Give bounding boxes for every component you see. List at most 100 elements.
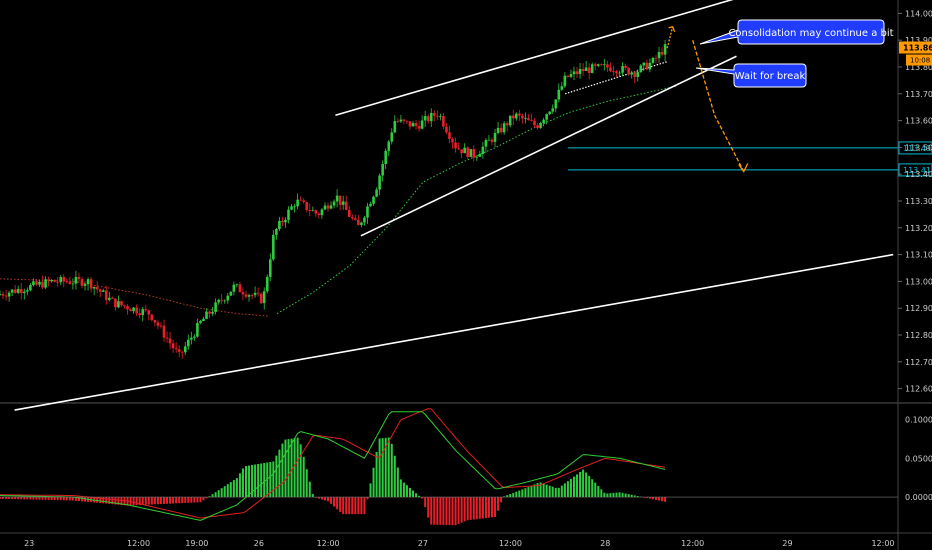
macd-histogram-bar <box>609 493 612 498</box>
macd-histogram-bar <box>317 497 320 499</box>
candle-body <box>405 120 409 122</box>
macd-histogram-bar <box>336 497 339 510</box>
candle-body <box>126 306 129 310</box>
macd-histogram-bar <box>11 497 14 500</box>
macd-histogram-bar <box>384 437 387 498</box>
candle-body <box>563 75 567 87</box>
macd-histogram-bar <box>135 497 138 506</box>
candle-body <box>98 289 102 292</box>
candle-body <box>627 67 630 75</box>
macd-histogram-bar <box>433 497 436 525</box>
macd-histogram-bar <box>193 497 196 503</box>
macd-histogram-bar <box>32 497 35 500</box>
candle-body <box>308 210 312 211</box>
candle-body <box>341 201 345 205</box>
candle-body <box>293 206 296 208</box>
candle-body <box>86 279 90 285</box>
candle-body <box>326 205 330 209</box>
candle-body <box>65 281 69 283</box>
macd-histogram-bar <box>642 497 645 498</box>
candle-body <box>417 125 421 129</box>
macd-histogram-bar <box>244 466 247 498</box>
candle-body <box>211 311 214 314</box>
candle-body <box>542 119 545 124</box>
candle-body <box>490 139 494 142</box>
macd-histogram-bar <box>159 497 162 505</box>
macd-histogram-bar <box>375 451 378 498</box>
time-axis: 23 12:00 19:00 26 12:00 27 12:00 28 12:00 29 12:00 <box>24 539 894 548</box>
candle-body <box>469 149 473 157</box>
candle-body <box>174 348 178 350</box>
macd-histogram-bar <box>521 489 524 498</box>
candle-body <box>180 351 184 353</box>
candle-body <box>232 284 236 292</box>
time-tick-label: 12:00 <box>681 539 704 548</box>
candle-body <box>262 291 266 304</box>
macd-histogram-bar <box>381 438 384 498</box>
macd-histogram-bar <box>56 497 59 501</box>
macd-histogram-bar <box>8 497 11 500</box>
time-tick-label: 19:00 <box>185 539 208 548</box>
candle-body <box>244 294 248 297</box>
candle-body <box>536 125 539 128</box>
candle-body <box>514 113 518 119</box>
candle-body <box>296 199 299 207</box>
macd-axis: 0.1000 0.0500 0.0000 <box>0 416 932 502</box>
candle-body <box>144 309 148 311</box>
candle-body <box>138 313 142 316</box>
candle-body <box>183 346 187 353</box>
macd-histogram-bar <box>26 497 29 500</box>
candle-body <box>290 206 293 210</box>
candle-body <box>426 116 430 122</box>
macd-histogram-bar <box>153 497 156 505</box>
macd-histogram-bar <box>527 487 530 498</box>
candle-body <box>657 52 661 59</box>
candle-body <box>83 284 87 286</box>
candle-body <box>0 294 2 295</box>
candle-body <box>77 277 81 280</box>
macd-histogram-bar <box>172 497 175 504</box>
macd-histogram-bar <box>184 497 187 503</box>
candle-body <box>581 69 585 72</box>
macd-histogram-bar <box>621 492 624 498</box>
macd-histogram-bar <box>463 497 466 522</box>
candle-body <box>387 141 391 151</box>
candle-body <box>521 115 524 119</box>
candle-body <box>454 142 457 149</box>
candle-body <box>478 154 482 157</box>
macd-histogram-bar <box>500 497 503 503</box>
macd-histogram-bar <box>354 497 357 515</box>
macd-histogram-bar <box>466 497 469 521</box>
candle-body <box>62 277 66 282</box>
price-tick-label: 113.000 <box>905 277 932 286</box>
candle-body <box>375 189 378 197</box>
horizontal-levels: 113.498 113.416 <box>568 141 932 177</box>
macd-histogram-bar <box>96 497 99 503</box>
candle-body <box>575 71 579 75</box>
candle-body <box>615 71 618 74</box>
candle-body <box>460 149 463 154</box>
macd-histogram-bar <box>372 467 375 498</box>
candle-body <box>253 292 257 296</box>
candle-body <box>335 195 339 202</box>
candle-body <box>651 57 655 63</box>
macd-histogram-bar <box>326 497 329 502</box>
candle-body <box>566 75 570 77</box>
macd-histogram-bar <box>20 497 23 500</box>
macd-histogram-bar <box>487 497 490 518</box>
price-tick-label: 113.500 <box>905 143 932 152</box>
candle-body <box>13 289 17 293</box>
macd-histogram-bar <box>175 497 178 504</box>
macd-histogram-bar <box>460 497 463 523</box>
macd-line <box>0 411 666 521</box>
macd-histogram-bar <box>314 497 317 498</box>
candle-body <box>466 147 469 157</box>
candle-body <box>399 119 403 122</box>
macd-histogram-bar <box>263 462 266 498</box>
candle-body <box>22 291 26 294</box>
candle-body <box>338 195 342 205</box>
candle-body <box>390 132 394 142</box>
macd-histogram-bar <box>2 497 5 499</box>
macd-histogram-bar <box>333 497 336 507</box>
